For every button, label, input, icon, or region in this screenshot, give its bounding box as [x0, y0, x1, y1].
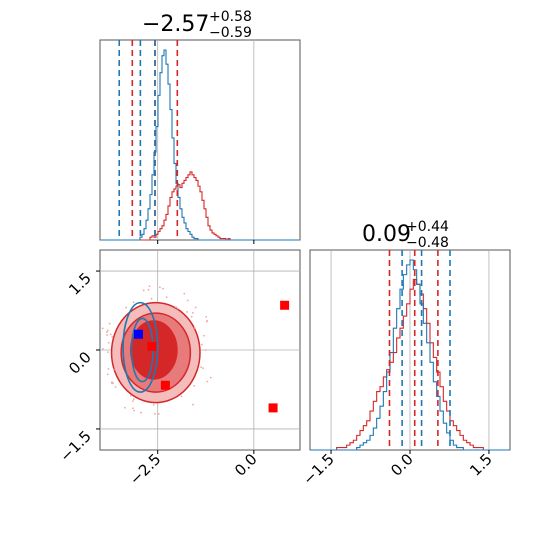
x2-tick-label: −1.5 [299, 450, 337, 488]
truth-marker-blue [133, 329, 143, 339]
sample-point [204, 349, 207, 352]
y-tick-label: −1.5 [56, 427, 94, 465]
contour-blue [122, 301, 159, 393]
sample-point [132, 398, 135, 401]
panel-param2-hist [309, 249, 511, 451]
sample-point [191, 311, 194, 314]
histogram-blue-param2 [310, 259, 510, 451]
param2-title-sub: −0.48 [406, 235, 449, 251]
sample-point [132, 407, 134, 410]
sample-point [180, 395, 183, 398]
param1-title-sup: +0.58 [209, 9, 252, 25]
x2-tick-label: 1.5 [466, 450, 496, 480]
sample-point [107, 341, 110, 344]
y-tick-label: 0.0 [65, 348, 95, 378]
sample-point [200, 366, 203, 369]
sample-point [152, 403, 155, 406]
sample-point [101, 327, 104, 330]
sample-point [107, 367, 110, 370]
sample-point [176, 307, 179, 310]
sample-point [106, 373, 109, 376]
sample-point [102, 348, 104, 350]
sample-point [193, 384, 196, 387]
sample-point [162, 287, 164, 290]
param1-title-sub: −0.59 [209, 25, 252, 41]
sample-point [142, 289, 145, 292]
sample-point [108, 322, 111, 325]
x1-tick-label: 0.0 [231, 450, 261, 480]
sample-point [209, 376, 212, 379]
param2-title-main: 0.09 [362, 222, 411, 247]
sample-point [157, 413, 160, 415]
x2-tick-label: 0.0 [387, 450, 417, 480]
panel-joint-2d [99, 249, 301, 451]
sample-point [131, 400, 134, 402]
sample-point [206, 319, 209, 322]
x1-tick-label: −2.5 [126, 450, 164, 488]
sample-point [106, 331, 108, 333]
sample-point [190, 315, 193, 318]
sample-point [125, 306, 128, 309]
sample-point [110, 382, 113, 384]
panel-param1-hist [99, 39, 301, 241]
histogram-blue-param1 [100, 49, 300, 241]
sample-point [111, 335, 114, 338]
sample-point [206, 380, 209, 383]
sample-point [107, 351, 109, 354]
param1-title-main: −2.57 [142, 12, 209, 37]
sample-point [192, 403, 194, 406]
sample-point [202, 367, 204, 370]
sample-point [133, 409, 135, 412]
sample-point [174, 306, 177, 309]
y-tick-label: 1.5 [65, 269, 95, 299]
sample-point [140, 411, 143, 414]
histogram-red-param2 [310, 278, 510, 451]
sample-point [153, 412, 156, 415]
sample-point [148, 285, 151, 288]
sample-point [106, 334, 109, 336]
sample-point [114, 386, 117, 388]
sample-point [132, 301, 135, 304]
sample-point [203, 334, 206, 337]
sample-point [106, 329, 109, 332]
sample-point [186, 311, 188, 313]
truth-marker-red [280, 300, 290, 310]
truth-marker-red [147, 341, 157, 351]
sample-point [193, 326, 196, 329]
truth-marker-red [268, 403, 278, 413]
sample-point [186, 299, 189, 302]
sample-point [109, 333, 112, 336]
sample-point [165, 296, 168, 299]
param2-title-sup: +0.44 [406, 219, 449, 235]
sample-point [183, 292, 186, 295]
sample-point [150, 297, 153, 300]
truth-marker-red [160, 380, 170, 390]
sample-point [112, 368, 115, 371]
sample-point [147, 288, 150, 291]
sample-point [200, 343, 203, 346]
sample-point [124, 406, 126, 409]
sample-point [158, 286, 161, 289]
sample-point [129, 394, 132, 397]
sample-point [194, 306, 197, 309]
sample-point [205, 315, 208, 318]
